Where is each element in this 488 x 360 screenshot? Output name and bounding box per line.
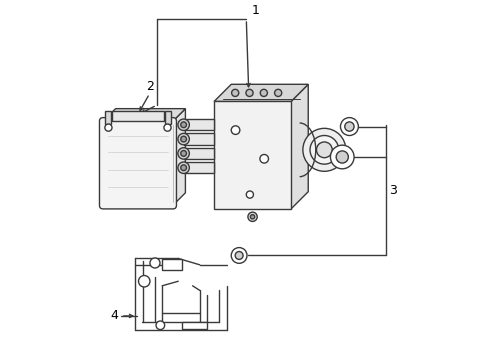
Circle shape — [178, 133, 189, 145]
Circle shape — [181, 165, 186, 171]
Bar — [164, 111, 171, 124]
Circle shape — [330, 145, 353, 169]
Bar — [183, 133, 214, 145]
Circle shape — [231, 89, 238, 96]
Polygon shape — [290, 84, 307, 209]
Bar — [104, 111, 111, 124]
Text: 2: 2 — [145, 80, 153, 93]
Circle shape — [302, 129, 345, 171]
Circle shape — [181, 122, 186, 128]
Circle shape — [178, 119, 189, 130]
Circle shape — [340, 118, 358, 135]
Circle shape — [335, 151, 347, 163]
Text: 3: 3 — [388, 184, 396, 197]
Bar — [112, 111, 163, 121]
Text: 4: 4 — [110, 310, 118, 323]
Circle shape — [259, 154, 268, 163]
Circle shape — [247, 212, 257, 221]
Circle shape — [181, 136, 186, 142]
Circle shape — [178, 148, 189, 159]
Circle shape — [104, 124, 112, 131]
Text: 1: 1 — [251, 4, 259, 17]
Circle shape — [309, 135, 338, 164]
Circle shape — [274, 89, 281, 96]
Bar — [183, 148, 214, 159]
Circle shape — [344, 122, 353, 131]
Polygon shape — [103, 109, 185, 121]
Circle shape — [231, 126, 239, 134]
Circle shape — [246, 191, 253, 198]
Circle shape — [181, 150, 186, 156]
Circle shape — [138, 275, 150, 287]
Bar — [214, 102, 290, 209]
Bar — [183, 119, 214, 130]
Polygon shape — [173, 109, 185, 205]
Bar — [183, 162, 214, 174]
Bar — [162, 260, 182, 270]
Circle shape — [178, 162, 189, 174]
Circle shape — [156, 321, 164, 330]
Circle shape — [245, 89, 253, 96]
Circle shape — [150, 258, 160, 268]
Circle shape — [250, 215, 254, 219]
FancyBboxPatch shape — [99, 118, 176, 209]
Bar — [182, 322, 206, 329]
Circle shape — [163, 124, 171, 131]
Circle shape — [231, 248, 246, 263]
Polygon shape — [214, 84, 307, 102]
Circle shape — [260, 89, 267, 96]
Circle shape — [235, 252, 243, 260]
Circle shape — [316, 142, 331, 158]
